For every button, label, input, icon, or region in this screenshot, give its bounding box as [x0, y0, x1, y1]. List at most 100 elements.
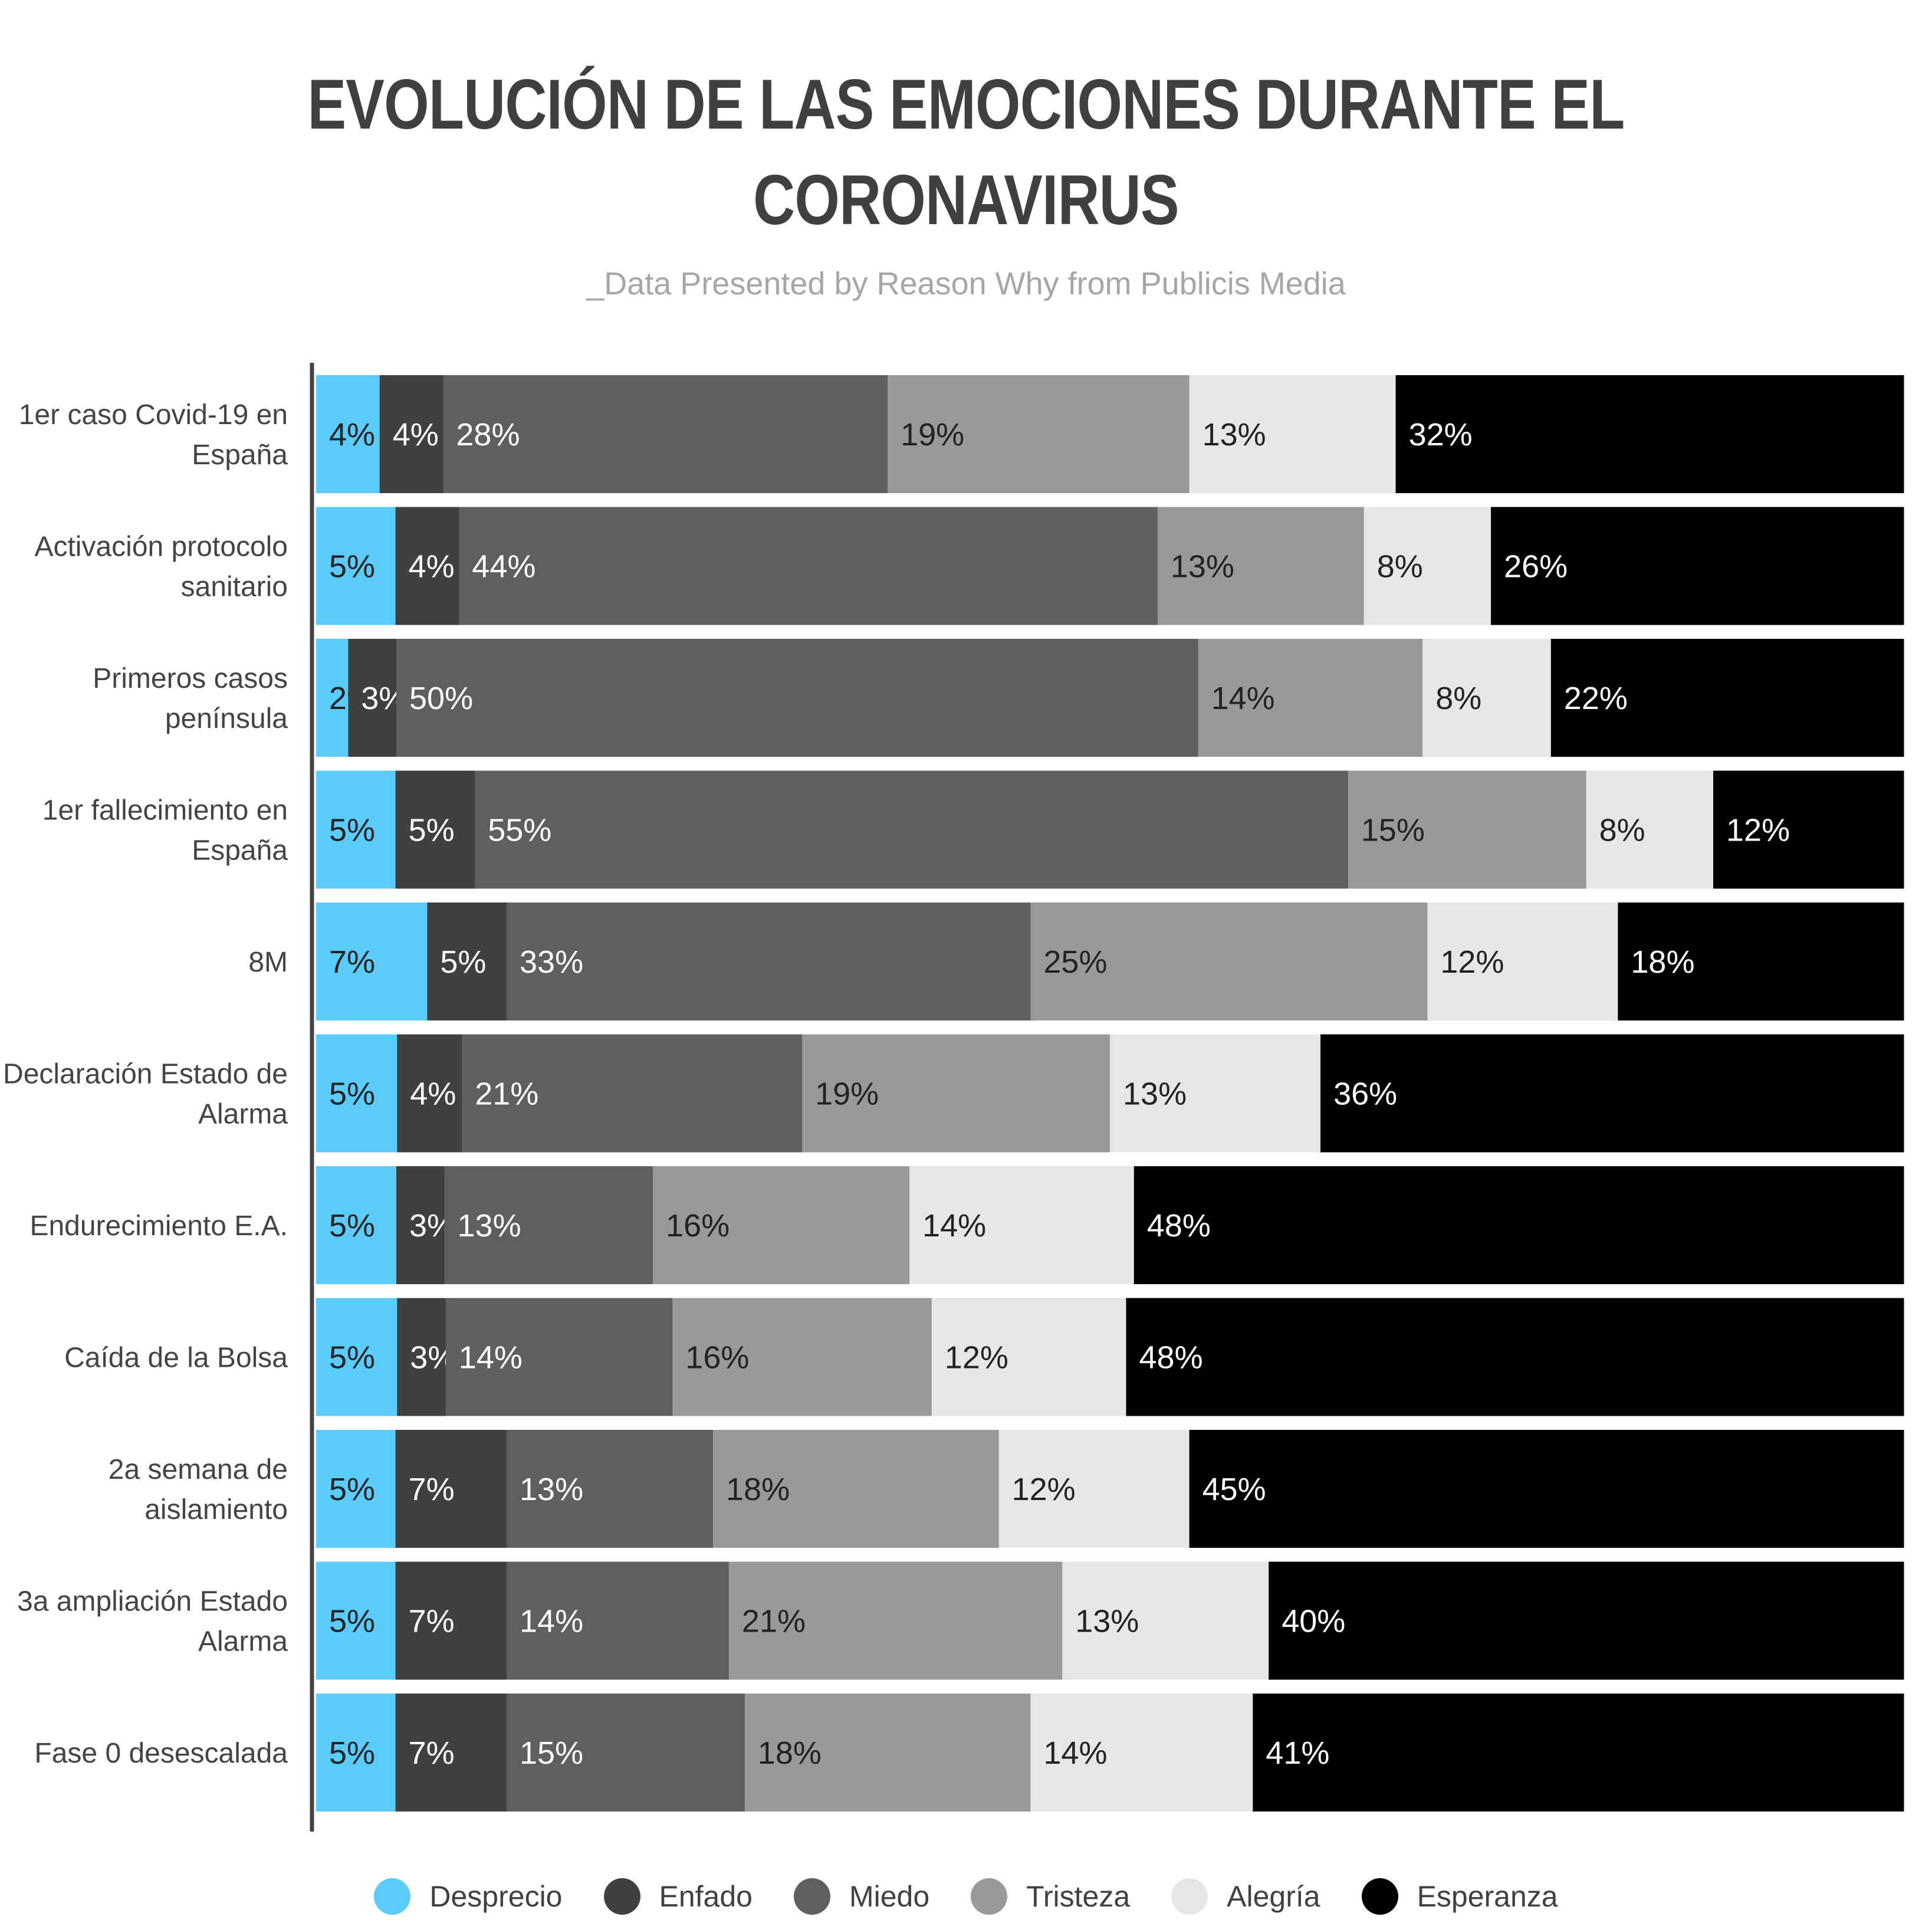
data-label-enfado-9: 7%	[409, 1604, 455, 1639]
data-label-tristeza-7: 16%	[685, 1340, 749, 1376]
data-label-alegría-4: 12%	[1440, 944, 1504, 980]
bar-segment-enfado-4	[427, 903, 507, 1020]
bar-segment-miedo-4	[507, 903, 1031, 1020]
legend-item-enfado: Enfado	[603, 1878, 753, 1915]
data-label-enfado-4: 5%	[440, 944, 486, 980]
bar-segment-enfado-9	[395, 1561, 507, 1680]
data-label-alegría-7: 12%	[945, 1340, 1008, 1376]
bar-segment-alegría-7	[931, 1298, 1126, 1416]
bar-segment-tristeza-1	[1157, 507, 1365, 625]
bar-segment-enfado-5	[397, 1034, 462, 1153]
bar-segment-esperanza-3	[1713, 770, 1904, 889]
data-label-desprecio-0: 4%	[329, 417, 375, 452]
bars-group: 4%4%28%19%13%32%5%4%44%13%8%26%2%3%50%14…	[316, 375, 1904, 1812]
category-label-2-line-0: Primeros casos	[93, 663, 288, 694]
bar-segment-esperanza-6	[1133, 1166, 1904, 1284]
legend-swatch-alegría	[1171, 1878, 1208, 1915]
bar-segment-miedo-1	[459, 507, 1158, 625]
data-label-tristeza-10: 18%	[758, 1735, 822, 1771]
bar-segment-miedo-0	[443, 375, 888, 493]
data-label-desprecio-10: 5%	[329, 1735, 375, 1771]
category-label-9-line-0: 3a ampliación Estado	[17, 1586, 288, 1617]
data-label-miedo-7: 14%	[459, 1340, 523, 1376]
legend-item-desprecio: Desprecio	[374, 1878, 563, 1915]
data-label-tristeza-0: 19%	[901, 417, 964, 452]
data-label-tristeza-9: 21%	[742, 1604, 806, 1639]
bar-segment-alegría-0	[1189, 375, 1397, 493]
data-label-tristeza-6: 16%	[666, 1208, 730, 1243]
bar-segment-enfado-1	[395, 507, 459, 625]
data-label-tristeza-5: 19%	[815, 1077, 879, 1112]
bar-segment-tristeza-3	[1348, 770, 1587, 889]
category-label-1-line-0: Activación protocolo	[34, 531, 288, 563]
data-label-esperanza-0: 32%	[1409, 417, 1473, 452]
bar-segment-alegría-9	[1062, 1561, 1269, 1680]
bar-segment-enfado-0	[379, 375, 443, 493]
bar-segment-miedo-7	[445, 1298, 673, 1416]
legend-label-esperanza: Esperanza	[1417, 1880, 1558, 1913]
bar-segment-enfado-3	[395, 770, 475, 889]
bar-segment-alegría-6	[909, 1166, 1135, 1284]
bar-segment-tristeza-9	[728, 1561, 1063, 1680]
bar-segment-desprecio-8	[316, 1430, 396, 1548]
bar-segment-alegría-8	[998, 1430, 1190, 1548]
data-label-alegría-2: 8%	[1435, 681, 1481, 716]
bar-segment-desprecio-5	[316, 1034, 397, 1153]
legend-swatch-desprecio	[374, 1878, 411, 1915]
legend-item-miedo: Miedo	[793, 1878, 929, 1915]
data-label-desprecio-4: 7%	[329, 944, 375, 980]
bar-segment-esperanza-10	[1253, 1694, 1904, 1812]
bar-segment-tristeza-5	[802, 1034, 1110, 1153]
data-label-enfado-8: 7%	[409, 1472, 455, 1507]
category-label-3-line-0: 1er fallecimiento en	[42, 795, 288, 826]
data-label-alegría-3: 8%	[1599, 813, 1645, 848]
legend-item-alegría: Alegría	[1171, 1878, 1320, 1915]
bar-segment-desprecio-10	[316, 1694, 396, 1812]
bar-segment-enfado-10	[395, 1694, 507, 1812]
bar-segment-alegría-4	[1427, 903, 1618, 1020]
data-label-miedo-4: 33%	[520, 944, 583, 980]
bar-segment-esperanza-0	[1395, 375, 1904, 493]
data-label-enfado-1: 4%	[409, 549, 455, 585]
bar-segment-miedo-8	[507, 1430, 714, 1548]
data-label-desprecio-8: 5%	[329, 1472, 375, 1507]
data-label-desprecio-9: 5%	[329, 1604, 375, 1639]
data-label-tristeza-1: 13%	[1171, 549, 1234, 585]
category-label-7-line-0: Caída de la Bolsa	[64, 1343, 288, 1374]
bar-segment-alegría-3	[1586, 770, 1714, 889]
category-label-5-line-1: Alarma	[198, 1099, 288, 1130]
data-label-tristeza-3: 15%	[1361, 813, 1425, 848]
data-label-desprecio-3: 5%	[329, 813, 375, 848]
bar-segment-tristeza-6	[653, 1166, 910, 1284]
category-label-2-line-1: península	[165, 703, 288, 734]
category-label-10-line-0: Fase 0 desescalada	[34, 1738, 288, 1769]
bar-segment-alegría-10	[1030, 1694, 1253, 1812]
data-label-esperanza-7: 48%	[1139, 1340, 1203, 1376]
bar-segment-esperanza-2	[1550, 639, 1904, 757]
data-label-alegría-10: 14%	[1043, 1735, 1107, 1771]
bar-segment-enfado-2	[348, 639, 397, 757]
data-label-miedo-10: 15%	[520, 1735, 583, 1771]
legend-swatch-esperanza	[1361, 1878, 1398, 1915]
category-label-8-line-0: 2a semana de	[109, 1454, 288, 1485]
data-label-esperanza-1: 26%	[1504, 549, 1568, 585]
category-label-6-line-0: Endurecimiento E.A.	[29, 1210, 288, 1242]
bar-segment-tristeza-8	[713, 1430, 1000, 1548]
data-label-enfado-0: 4%	[393, 417, 439, 452]
bar-segment-enfado-7	[397, 1298, 446, 1416]
category-label-4-line-0: 8M	[248, 947, 288, 978]
legend-label-enfado: Enfado	[659, 1880, 753, 1913]
data-label-alegría-8: 12%	[1012, 1472, 1076, 1507]
bar-segment-desprecio-3	[316, 770, 396, 889]
bar-segment-esperanza-1	[1491, 507, 1904, 625]
data-label-alegría-9: 13%	[1075, 1604, 1139, 1639]
data-label-esperanza-8: 45%	[1202, 1472, 1266, 1507]
legend-item-esperanza: Esperanza	[1361, 1878, 1558, 1915]
category-labels: 1er caso Covid-19 en España Activación pro…	[3, 399, 288, 1769]
category-label-5-line-0: Declaración Estado de	[3, 1059, 288, 1090]
category-label-0-line-1: España	[192, 439, 288, 471]
category-label-8-line-1: aislamiento	[144, 1494, 288, 1525]
legend-swatch-miedo	[793, 1878, 830, 1915]
category-label-3-line-1: España	[192, 835, 288, 867]
bar-segment-tristeza-10	[744, 1694, 1031, 1812]
